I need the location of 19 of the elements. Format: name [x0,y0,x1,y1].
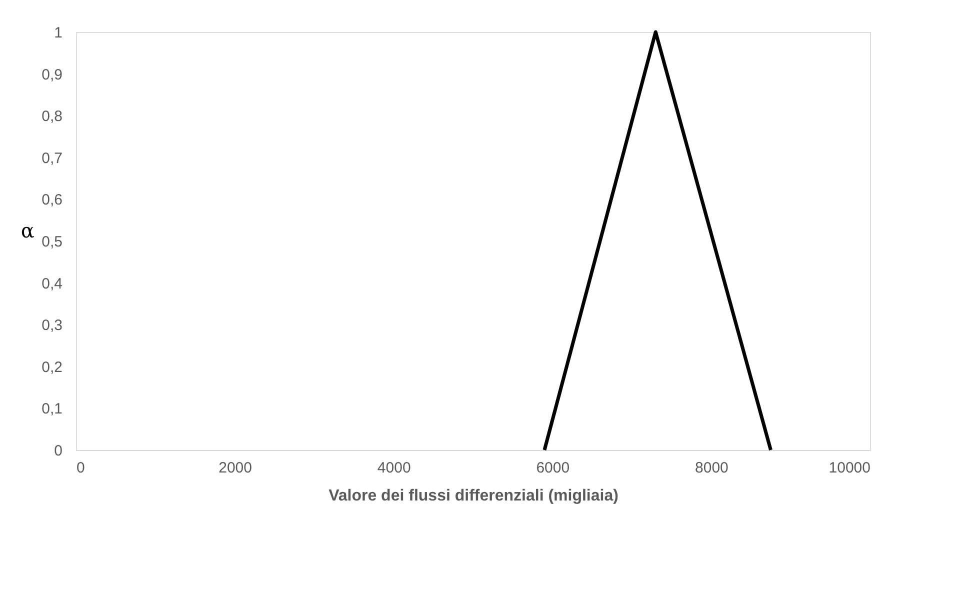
y-tick-label: 0,5 [42,234,62,250]
y-tick-label: 0,6 [42,192,62,209]
y-tick-label: 0,9 [42,66,62,84]
y-tick-label: 0 [54,442,62,460]
y-tick-label: 0,1 [42,400,62,418]
x-tick-label: 4000 [377,460,411,476]
x-tick-label: 10000 [828,460,870,476]
y-tick-label: 0,7 [42,150,62,167]
y-tick-label: 0,8 [42,108,62,126]
y-tick-label: 0,3 [42,317,62,334]
x-tick-label: 6000 [536,460,570,476]
y-tick-label: 0,4 [42,275,62,292]
x-tick-label: 0 [76,460,85,476]
y-tick-label: 0,2 [42,358,62,376]
y-axis-title: α [20,218,34,242]
x-tick-label: 2000 [218,460,252,476]
x-axis-title: Valore dei flussi differenziali (migliaia) [328,488,618,504]
x-tick-label: 8000 [695,460,728,476]
y-tick-label: 1 [54,24,62,42]
